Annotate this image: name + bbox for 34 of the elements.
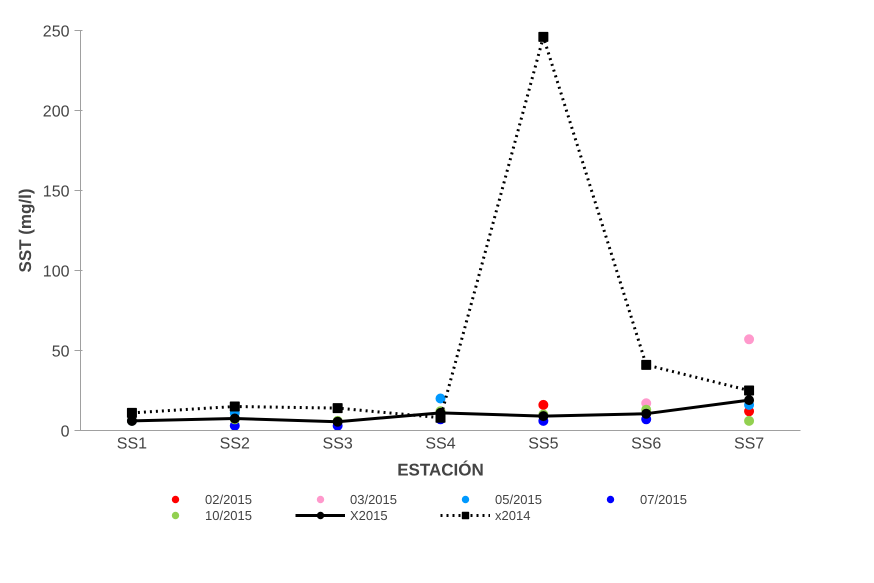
legend-label: X2015 bbox=[350, 507, 389, 523]
point bbox=[641, 360, 652, 370]
legend-label: 05/2015 bbox=[495, 491, 543, 507]
legend-label: 10/2015 bbox=[205, 507, 253, 523]
legend-label: 03/2015 bbox=[350, 491, 398, 507]
point bbox=[744, 334, 754, 344]
y-tick-label: 0 bbox=[60, 424, 70, 440]
x-tick-label: SS6 bbox=[631, 436, 662, 452]
x-tick-label: SS7 bbox=[734, 436, 764, 452]
point bbox=[641, 408, 652, 419]
point bbox=[538, 400, 548, 410]
x-tick-label: SS2 bbox=[220, 436, 250, 452]
point bbox=[436, 394, 446, 404]
point bbox=[744, 395, 754, 406]
y-axis-title: SST (mg/l) bbox=[16, 188, 35, 273]
point bbox=[538, 32, 548, 42]
y-tick-label: 200 bbox=[42, 104, 70, 120]
point bbox=[744, 416, 754, 426]
x-tick-label: SS5 bbox=[528, 436, 559, 452]
y-tick-label: 100 bbox=[42, 264, 70, 280]
point bbox=[126, 408, 137, 418]
x-tick-label: SS1 bbox=[116, 436, 148, 452]
point bbox=[744, 386, 754, 396]
x-tick-label: SS4 bbox=[425, 436, 456, 452]
legend-label: x2014 bbox=[495, 507, 532, 523]
point bbox=[332, 403, 343, 414]
y-tick-label: 250 bbox=[42, 24, 70, 40]
legend-label: 02/2015 bbox=[205, 491, 253, 507]
point bbox=[230, 402, 240, 412]
x-tick-label: SS3 bbox=[322, 436, 353, 452]
y-tick-label: 150 bbox=[42, 184, 70, 200]
x-axis-title: ESTACIÓN bbox=[397, 460, 484, 480]
legend-label: 07/2015 bbox=[640, 491, 688, 507]
y-tick-label: 50 bbox=[52, 344, 70, 360]
